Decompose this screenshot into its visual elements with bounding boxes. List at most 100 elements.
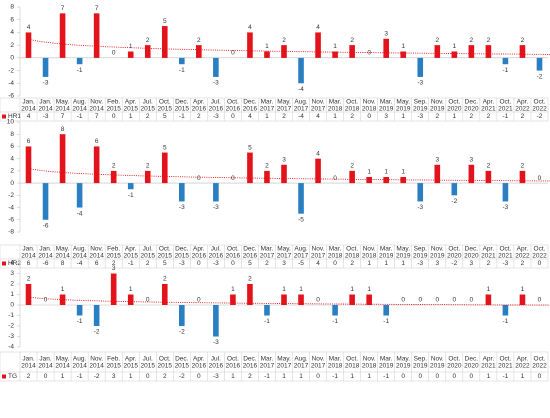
bar [59, 13, 66, 58]
data-label: 0 [112, 50, 116, 57]
y-tick-label: -8 [8, 229, 14, 236]
x-tick-label-part: Apr. [193, 98, 205, 105]
data-label: 2 [350, 163, 354, 170]
x-tick-label-part: 2016 [243, 252, 258, 259]
legend-label: HR2 [8, 260, 21, 267]
x-tick-label-part: 2017 [294, 252, 309, 259]
x-tick-label-part: Apr. [517, 98, 529, 105]
data-label: 2 [487, 163, 491, 170]
data-label: 1 [521, 286, 525, 293]
x-tick-label: Aug. 2014 [72, 355, 87, 369]
x-tick-label-part: 2022 [532, 252, 547, 259]
bar [434, 45, 441, 58]
bar [213, 305, 219, 337]
bar [264, 51, 270, 58]
bar [247, 152, 253, 184]
y-tick-label: -2 [8, 67, 14, 74]
x-tick-label: Apr. 2021 [481, 98, 496, 112]
x-tick-label-part: 2017 [277, 362, 292, 369]
x-tick-label: Jan. 2014 [21, 245, 36, 259]
data-label: 1 [61, 286, 65, 293]
x-tick-label: Nov. 2018 [362, 245, 377, 259]
x-tick-label-part: Oct. [227, 355, 239, 362]
table-value: 0 [44, 373, 48, 380]
x-tick-label-part: Jul. [143, 355, 153, 362]
x-tick-label-part: 2017 [311, 105, 326, 112]
table-value: 1 [231, 373, 235, 380]
table-value: 2 [487, 113, 491, 120]
bar [315, 32, 321, 58]
x-tick-label-part: 2018 [362, 252, 377, 259]
table-value: 2 [435, 113, 439, 120]
table-value: 3 [435, 260, 439, 267]
x-tick-label-part: 2022 [515, 105, 530, 112]
data-label: 2 [470, 37, 474, 44]
x-tick-label-part: Nov. [363, 355, 376, 362]
x-tick-label-part: Jul. [143, 245, 153, 252]
x-tick-label: Oct. 2020 [447, 355, 462, 369]
x-tick-label-part: Apr. [517, 355, 529, 362]
y-tick-label: 10 [7, 119, 15, 126]
x-tick-label-part: 2014 [72, 252, 87, 259]
x-tick-label-part: 2014 [55, 362, 70, 369]
x-tick-label-part: Feb. [107, 245, 120, 252]
x-tick-label-part: May. [396, 355, 410, 362]
x-tick-label-part: Nov. [90, 355, 103, 362]
x-tick-label: Dec. 2016 [243, 98, 258, 112]
table-value: 1 [299, 373, 303, 380]
x-tick-label-part: Mar. [329, 98, 342, 105]
x-tick-label-part: 2014 [21, 105, 36, 112]
bar [451, 183, 458, 196]
x-tick-label-part: Nov. [312, 245, 325, 252]
data-label: -2 [179, 329, 185, 336]
x-tick-label: Oct. 2016 [226, 98, 241, 112]
data-label: 2 [27, 276, 31, 283]
table-value: 2 [350, 260, 354, 267]
table-value: -2 [537, 113, 543, 120]
data-label: -2 [451, 198, 457, 205]
x-tick-label-part: 2015 [123, 252, 138, 259]
table-value: 6 [27, 260, 31, 267]
y-tick-label: 0 [10, 180, 14, 187]
table-value: 5 [163, 113, 167, 120]
x-tick-label: Nov. 2017 [311, 245, 326, 259]
x-tick-label-part: 2015 [106, 105, 121, 112]
data-label: -4 [77, 210, 83, 217]
table-value: -1 [128, 260, 134, 267]
bar [485, 170, 492, 184]
x-tick-label: Oct. 2016 [226, 355, 241, 369]
bar [127, 294, 134, 305]
data-label: 2 [435, 37, 439, 44]
x-tick-label-part: May. [277, 245, 291, 252]
bar [93, 146, 100, 184]
table-value: -3 [417, 260, 423, 267]
data-label: -1 [264, 318, 270, 325]
x-tick-label-part: 2014 [38, 105, 53, 112]
x-tick-label-part: 2015 [141, 105, 156, 112]
bar [502, 305, 509, 316]
bar [366, 294, 372, 305]
table-value: 1 [367, 373, 371, 380]
x-tick-label-part: 2014 [38, 252, 53, 259]
bar [59, 294, 66, 305]
y-tick-label: -4 [8, 80, 14, 87]
x-tick-label: Jul. 2015 [141, 355, 156, 369]
table-value: 5 [163, 260, 167, 267]
table-value: 6 [95, 260, 99, 267]
table-frame [0, 351, 549, 382]
x-tick-label: Jan. 2014 [21, 98, 36, 112]
x-tick-label: Aug. 2017 [294, 98, 309, 112]
x-tick-label: Oct. 2022 [532, 355, 547, 369]
x-tick-label: Mar. 2019 [379, 98, 394, 112]
x-tick-label-part: May. [56, 245, 70, 252]
x-tick-label: Nov. 2019 [430, 355, 445, 369]
bar [127, 51, 134, 58]
x-tick-label-part: Dec. [243, 355, 257, 362]
x-tick-label-part: Sep. [414, 245, 428, 252]
table-value: -3 [179, 260, 185, 267]
x-tick-label-part: Apr. [483, 355, 495, 362]
x-tick-label-part: Nov. [90, 98, 103, 105]
x-tick-label-part: 2021 [481, 252, 496, 259]
data-label: 1 [367, 286, 371, 293]
data-label: 0 [231, 175, 235, 182]
